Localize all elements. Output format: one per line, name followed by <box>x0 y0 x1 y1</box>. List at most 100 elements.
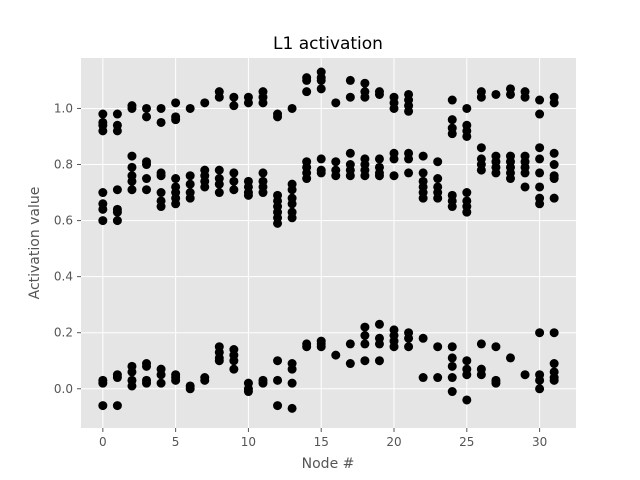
data-point <box>127 151 137 161</box>
y-tick-label: 0.0 <box>54 382 73 396</box>
data-point <box>535 199 545 209</box>
y-axis-ticks: 0.0 0.2 0.4 0.6 0.8 1.0 <box>54 101 81 396</box>
data-point <box>287 378 297 388</box>
data-point <box>433 157 443 167</box>
data-point <box>535 182 545 192</box>
data-point <box>549 160 559 170</box>
data-point <box>214 179 224 189</box>
data-point <box>404 333 414 343</box>
data-point <box>418 373 428 383</box>
data-point <box>535 384 545 394</box>
data-point <box>374 356 384 366</box>
data-point <box>214 188 224 198</box>
data-point <box>360 92 370 102</box>
data-point <box>360 78 370 88</box>
data-point <box>462 103 472 113</box>
data-point <box>229 185 239 195</box>
data-point <box>520 370 530 380</box>
data-point <box>229 101 239 111</box>
data-point <box>462 356 472 366</box>
data-point <box>171 98 181 108</box>
data-point <box>549 359 559 369</box>
data-point <box>447 373 457 383</box>
y-axis-label: Activation value <box>27 187 43 300</box>
x-tick-label: 30 <box>532 435 547 449</box>
data-point <box>98 401 108 411</box>
data-point <box>389 154 399 164</box>
x-tick-label: 5 <box>172 435 180 449</box>
data-point <box>229 176 239 186</box>
data-point <box>214 165 224 175</box>
data-point <box>156 117 166 127</box>
data-point <box>520 168 530 178</box>
data-point <box>535 328 545 338</box>
data-point <box>243 190 253 200</box>
data-point <box>156 378 166 388</box>
data-point <box>549 148 559 158</box>
data-point <box>127 103 137 113</box>
data-point <box>273 112 283 122</box>
data-point <box>316 342 326 352</box>
data-point <box>374 154 384 164</box>
data-point <box>491 168 501 178</box>
data-point <box>360 356 370 366</box>
data-point <box>200 182 210 192</box>
data-point <box>316 168 326 178</box>
data-point <box>316 75 326 85</box>
data-point <box>156 188 166 198</box>
data-point <box>112 126 122 136</box>
data-point <box>447 353 457 363</box>
data-point <box>418 193 428 203</box>
data-point <box>287 213 297 223</box>
data-point <box>331 350 341 360</box>
data-point <box>476 165 486 175</box>
data-point <box>433 373 443 383</box>
data-point <box>142 185 152 195</box>
data-point <box>360 331 370 340</box>
chart-title: L1 activation <box>273 34 383 54</box>
x-tick-label: 20 <box>386 435 401 449</box>
data-point <box>229 92 239 102</box>
grid-lines <box>81 58 576 428</box>
data-point <box>447 387 457 397</box>
y-tick-label: 0.8 <box>54 158 73 172</box>
data-point <box>491 89 501 99</box>
data-point <box>491 378 501 388</box>
data-point <box>200 98 210 108</box>
data-point <box>535 143 545 153</box>
data-point <box>374 171 384 181</box>
data-point <box>287 199 297 209</box>
data-point <box>142 174 152 184</box>
data-point <box>520 92 530 102</box>
data-point <box>316 84 326 94</box>
data-point <box>462 207 472 217</box>
data-point <box>447 361 457 371</box>
data-point <box>171 115 181 125</box>
data-point <box>535 95 545 105</box>
data-point <box>316 154 326 164</box>
data-point <box>142 160 152 170</box>
x-axis-ticks: 0 5 10 15 20 25 30 <box>99 428 547 449</box>
data-point <box>549 193 559 203</box>
data-point <box>462 188 472 198</box>
y-tick-label: 1.0 <box>54 101 73 115</box>
data-point <box>433 174 443 184</box>
data-point <box>229 168 239 178</box>
data-point <box>462 370 472 380</box>
data-point <box>214 356 224 366</box>
data-point <box>374 89 384 99</box>
data-point <box>360 322 370 332</box>
y-tick-label: 0.4 <box>54 270 73 284</box>
data-point <box>389 171 399 181</box>
data-point <box>127 162 137 172</box>
data-point <box>447 342 457 352</box>
data-point <box>345 75 355 85</box>
data-point <box>258 98 268 108</box>
data-point <box>112 401 122 411</box>
data-point <box>302 87 312 97</box>
data-point <box>476 92 486 102</box>
data-point <box>98 109 108 119</box>
x-tick-label: 10 <box>241 435 256 449</box>
data-point <box>389 103 399 113</box>
data-point <box>287 403 297 413</box>
